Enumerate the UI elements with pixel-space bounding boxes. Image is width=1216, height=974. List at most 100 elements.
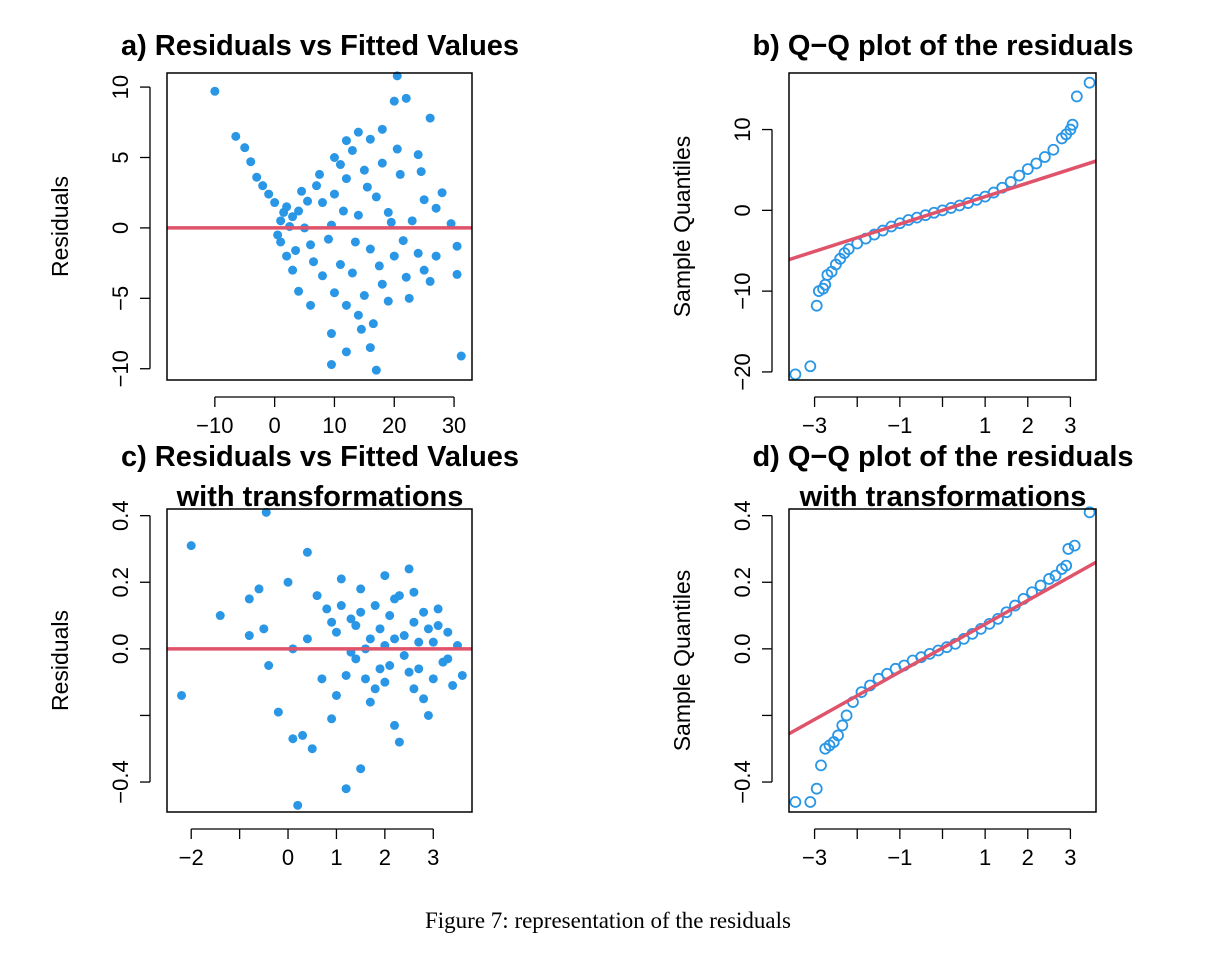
y-tick-label: 10 [108, 75, 133, 99]
y-tick-label: 0.2 [730, 567, 755, 598]
data-point [288, 212, 298, 222]
data-point [419, 694, 429, 704]
data-point [246, 157, 256, 167]
data-point [297, 186, 307, 196]
chart-panel-2: −3 −1 1 2 3 −20 −10 0 10 Sample Quantiles b) Q−Q p… [669, 30, 1134, 438]
data-point [1013, 169, 1026, 182]
data-point [347, 268, 357, 278]
data-point [425, 113, 435, 123]
chart-title: with transformations [799, 481, 1087, 513]
data-point [215, 611, 225, 621]
data-point [1034, 579, 1047, 592]
x-tick-label: 1 [330, 845, 342, 870]
data-point [353, 127, 363, 137]
data-point [810, 299, 823, 312]
data-point [789, 368, 802, 381]
y-axis: −0.4 0.0 0.2 0.4 [730, 500, 773, 804]
data-point [259, 624, 269, 634]
x-tick-label: 0 [269, 413, 281, 438]
data-point [404, 667, 414, 677]
data-point [383, 207, 393, 217]
y-tick-label: −10 [730, 272, 755, 309]
data-point [288, 734, 298, 744]
y-axis: −0.4 0.0 0.2 0.4 [108, 500, 151, 804]
data-point [365, 697, 375, 707]
data-point [456, 351, 466, 361]
data-point [273, 230, 283, 240]
data-point [335, 160, 345, 170]
data-point [261, 507, 271, 517]
data-point [359, 165, 369, 175]
y-tick-label: 10 [730, 117, 755, 141]
chart-title: d) Q−Q plot of the residuals [752, 441, 1133, 473]
data-point [1070, 90, 1083, 103]
data-point [326, 360, 336, 370]
y-axis-label: Residuals [47, 176, 73, 277]
data-point [336, 574, 346, 584]
data-point [386, 217, 396, 227]
y-tick-label: 0 [730, 204, 755, 216]
data-point [282, 251, 292, 261]
data-point [1000, 606, 1013, 619]
data-point [283, 577, 293, 587]
data-point [244, 594, 254, 604]
data-point [428, 637, 438, 647]
data-point [409, 617, 419, 627]
data-point [338, 206, 348, 216]
data-point [392, 144, 402, 154]
plot-frame [166, 72, 473, 381]
y-tick-label: 0 [108, 222, 133, 234]
data-point [293, 800, 303, 810]
data-point [303, 196, 313, 206]
reference-line [788, 560, 1097, 736]
y-tick-label: 0.0 [108, 634, 133, 665]
data-point [457, 670, 467, 680]
data-point [264, 189, 274, 199]
data-point [294, 206, 304, 216]
data-point [804, 796, 817, 808]
data-point [365, 134, 375, 144]
x-axis: −2 0 1 2 3 [179, 828, 439, 870]
x-tick-label: −1 [887, 845, 912, 870]
data-point [317, 271, 327, 281]
y-axis-label: Sample Quantiles [669, 136, 695, 318]
data-point [288, 265, 298, 275]
data-points [177, 507, 467, 810]
data-point [341, 300, 351, 310]
data-point [1066, 118, 1079, 131]
data-point [347, 145, 357, 155]
x-axis: −3 −1 1 2 3 [802, 396, 1077, 438]
data-point [341, 670, 351, 680]
plot-frame [166, 508, 473, 813]
data-point [327, 617, 337, 627]
data-point [1083, 76, 1096, 89]
chart-title: b) Q−Q plot of the residuals [752, 30, 1133, 62]
x-tick-label: 2 [1022, 845, 1034, 870]
x-tick-label: 3 [1064, 845, 1076, 870]
data-point [423, 624, 433, 634]
data-point [1083, 506, 1096, 519]
data-point [264, 660, 274, 670]
data-point [350, 237, 360, 247]
data-point [380, 571, 390, 581]
data-point [401, 93, 411, 103]
data-point [409, 587, 419, 597]
data-point [351, 654, 361, 664]
data-point [231, 131, 241, 141]
data-points [210, 71, 466, 375]
data-point [394, 737, 404, 747]
data-point [383, 296, 393, 306]
data-point [309, 257, 319, 267]
data-point [365, 634, 375, 644]
data-point [336, 601, 346, 611]
y-tick-label: 0.4 [730, 500, 755, 531]
y-tick-label: −10 [108, 350, 133, 387]
data-point [409, 684, 419, 694]
data-point [377, 279, 387, 289]
data-point [356, 607, 366, 617]
chart-title: with transformations [176, 481, 464, 513]
data-point [1049, 569, 1062, 582]
data-point [356, 764, 366, 774]
data-point [419, 265, 429, 275]
data-point [326, 329, 336, 339]
